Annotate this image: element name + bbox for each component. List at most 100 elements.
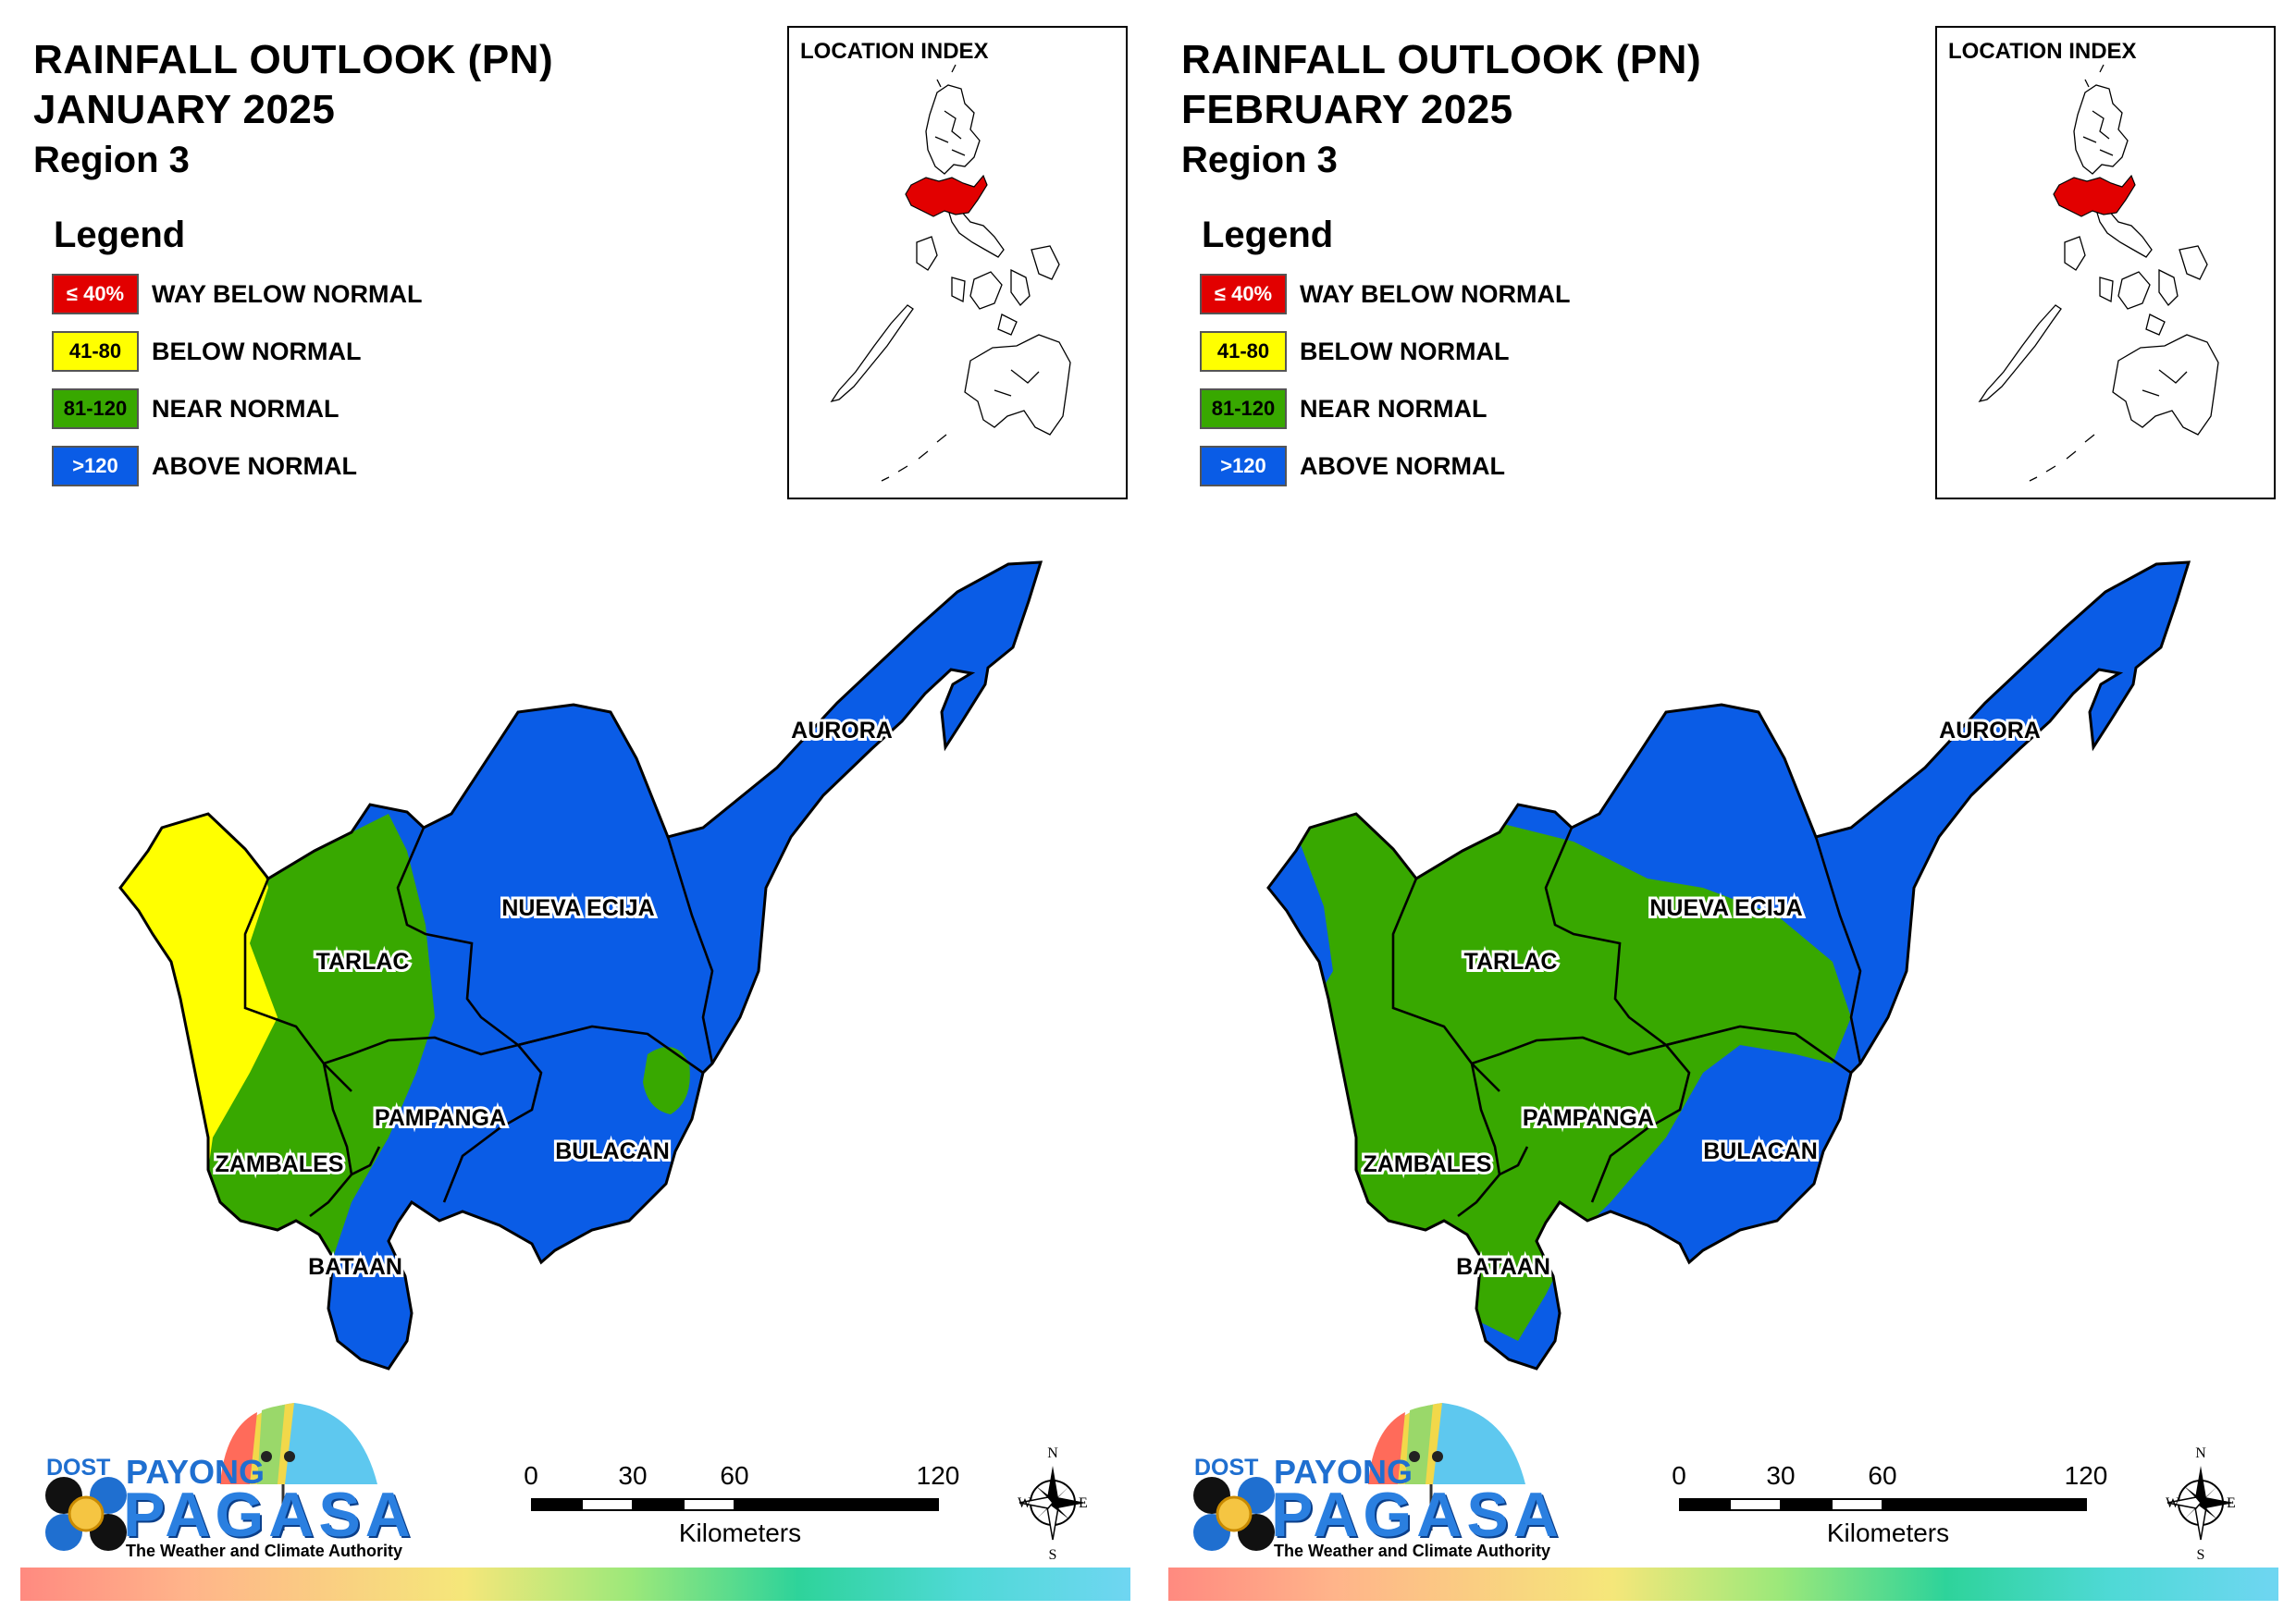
compass-e: E (2227, 1495, 2236, 1511)
region-3-highlight (2053, 174, 2136, 217)
label-zambales: ZAMBALES (1364, 1151, 1492, 1177)
scale-bar: 0 30 60 120 Kilometers (1672, 1461, 2107, 1563)
legend-swatch: >120 (1200, 446, 1287, 486)
index-title: LOCATION INDEX (800, 39, 989, 64)
label-tarlac: TARLAC (1464, 949, 1558, 975)
label-zambales: ZAMBALES (216, 1151, 344, 1177)
compass-n: N (2195, 1445, 2206, 1461)
title-line-2: FEBRUARY 2025 (1181, 87, 1513, 132)
zone-near-normal-bulacan (643, 1047, 690, 1114)
legend-swatch: 41-80 (1200, 331, 1287, 372)
legend-label: BELOW NORMAL (1300, 337, 1510, 365)
label-bulacan: BULACAN (1703, 1138, 1818, 1164)
scale-tick: 60 (1868, 1461, 1897, 1490)
compass-s: S (1049, 1547, 1057, 1563)
title-line-3: Region 3 (1181, 140, 1338, 180)
title-line-1: RAINFALL OUTLOOK (PN) (33, 37, 554, 82)
footer-gradient-bar (1168, 1568, 2278, 1601)
legend-swatch: ≤ 40% (52, 274, 139, 314)
scale-tick: 0 (524, 1461, 538, 1490)
province-borders (1391, 827, 1862, 1218)
legend-item: 81-120 NEAR NORMAL (1200, 387, 1571, 430)
philippines-outline (830, 64, 1071, 482)
logo-dost: DOST (1194, 1455, 1259, 1481)
scale-tick: 30 (618, 1461, 648, 1490)
logo-pagasa: PAGASA (1271, 1480, 1563, 1550)
zone-near-normal (1278, 805, 1851, 1341)
legend-label: ABOVE NORMAL (1300, 451, 1505, 480)
legend-label: BELOW NORMAL (152, 337, 362, 365)
label-nueva-ecija: NUEVA ECIJA (501, 895, 654, 921)
payong-pagasa-logo: DOST PAYONG PAGASA The Weather and Clima… (35, 1392, 411, 1568)
legend-title: Legend (54, 215, 186, 255)
footer-gradient-bar (20, 1568, 1130, 1601)
north-arrow-compass: N S W E (1016, 1443, 1090, 1563)
umbrella-icon (1193, 1403, 1525, 1551)
legend-item: >120 ABOVE NORMAL (52, 445, 423, 487)
scale-tick: 120 (2064, 1461, 2108, 1490)
scale-bar: 0 30 60 120 Kilometers (524, 1461, 959, 1563)
umbrella-icon (45, 1403, 377, 1551)
legend-item: 41-80 BELOW NORMAL (52, 330, 423, 373)
location-index-map: LOCATION INDEX (787, 26, 1128, 499)
label-bulacan: BULACAN (555, 1138, 670, 1164)
region-coastline (1266, 560, 2191, 1371)
title-line-3: Region 3 (33, 140, 190, 180)
region-coastline (118, 560, 1043, 1371)
legend-label: WAY BELOW NORMAL (1300, 279, 1571, 308)
north-arrow-compass: N S W E (2164, 1443, 2238, 1563)
scale-units: Kilometers (678, 1518, 802, 1547)
legend-item: >120 ABOVE NORMAL (1200, 445, 1571, 487)
legend-swatch: ≤ 40% (1200, 274, 1287, 314)
legend-swatch: 81-120 (1200, 388, 1287, 429)
legend: Legend ≤ 40% WAY BELOW NORMAL 41-80 BELO… (52, 215, 423, 502)
location-index-map: LOCATION INDEX (1935, 26, 2276, 499)
february-outlook-panel: RAINFALL OUTLOOK (PN) FEBRUARY 2025 Regi… (1148, 0, 2296, 1623)
philippines-outline (1978, 64, 2219, 482)
label-pampanga: PAMPANGA (375, 1105, 506, 1131)
label-pampanga: PAMPANGA (1523, 1105, 1654, 1131)
legend-swatch: 41-80 (52, 331, 139, 372)
region-map: AURORA NUEVA ECIJA TARLAC PAMPANGA BULAC… (118, 560, 1043, 1371)
logo-dost: DOST (46, 1455, 111, 1481)
scale-tick: 30 (1766, 1461, 1796, 1490)
label-bataan: BATAAN (308, 1254, 402, 1280)
legend-item: 41-80 BELOW NORMAL (1200, 330, 1571, 373)
logo-payong: PAYONG (1274, 1453, 1413, 1491)
label-aurora: AURORA (1939, 718, 2041, 744)
january-outlook-panel: RAINFALL OUTLOOK (PN) JANUARY 2025 Regio… (20, 26, 1130, 1601)
scale-units: Kilometers (1826, 1518, 1950, 1547)
legend-label: NEAR NORMAL (1300, 394, 1487, 423)
index-title: LOCATION INDEX (1948, 39, 2137, 64)
payong-pagasa-logo: DOST PAYONG PAGASA The Weather and Clima… (1183, 1392, 1559, 1568)
compass-e: E (1079, 1495, 1088, 1511)
compass-w: W (2166, 1495, 2180, 1511)
scale-tick: 120 (916, 1461, 960, 1490)
title-line-1: RAINFALL OUTLOOK (PN) (1181, 37, 1702, 82)
compass-rose-icon: N S W E (1018, 1445, 1088, 1563)
logo-tagline: The Weather and Climate Authority (126, 1542, 403, 1560)
scale-tick: 60 (720, 1461, 749, 1490)
legend-label: ABOVE NORMAL (152, 451, 357, 480)
province-borders (243, 827, 714, 1218)
logo-pagasa: PAGASA (123, 1480, 415, 1550)
compass-s: S (2197, 1547, 2205, 1563)
legend-label: NEAR NORMAL (152, 394, 339, 423)
legend: Legend ≤ 40% WAY BELOW NORMAL 41-80 BELO… (1200, 215, 1571, 502)
label-nueva-ecija: NUEVA ECIJA (1649, 895, 1802, 921)
region-3-highlight (905, 174, 988, 217)
compass-rose-icon: N S W E (2166, 1445, 2236, 1563)
legend-title: Legend (1202, 215, 1334, 255)
logo-payong: PAYONG (126, 1453, 265, 1491)
legend-item: ≤ 40% WAY BELOW NORMAL (52, 273, 423, 315)
map-title: RAINFALL OUTLOOK (PN) JANUARY 2025 Regio… (33, 35, 553, 185)
legend-label: WAY BELOW NORMAL (152, 279, 423, 308)
compass-w: W (1018, 1495, 1032, 1511)
legend-swatch: 81-120 (52, 388, 139, 429)
logo-tagline: The Weather and Climate Authority (1274, 1542, 1551, 1560)
map-title: RAINFALL OUTLOOK (PN) FEBRUARY 2025 Regi… (1181, 35, 1701, 185)
legend-swatch: >120 (52, 446, 139, 486)
legend-item: 81-120 NEAR NORMAL (52, 387, 423, 430)
region-map: AURORA NUEVA ECIJA TARLAC PAMPANGA BULAC… (1266, 560, 2191, 1371)
title-line-2: JANUARY 2025 (33, 87, 336, 132)
